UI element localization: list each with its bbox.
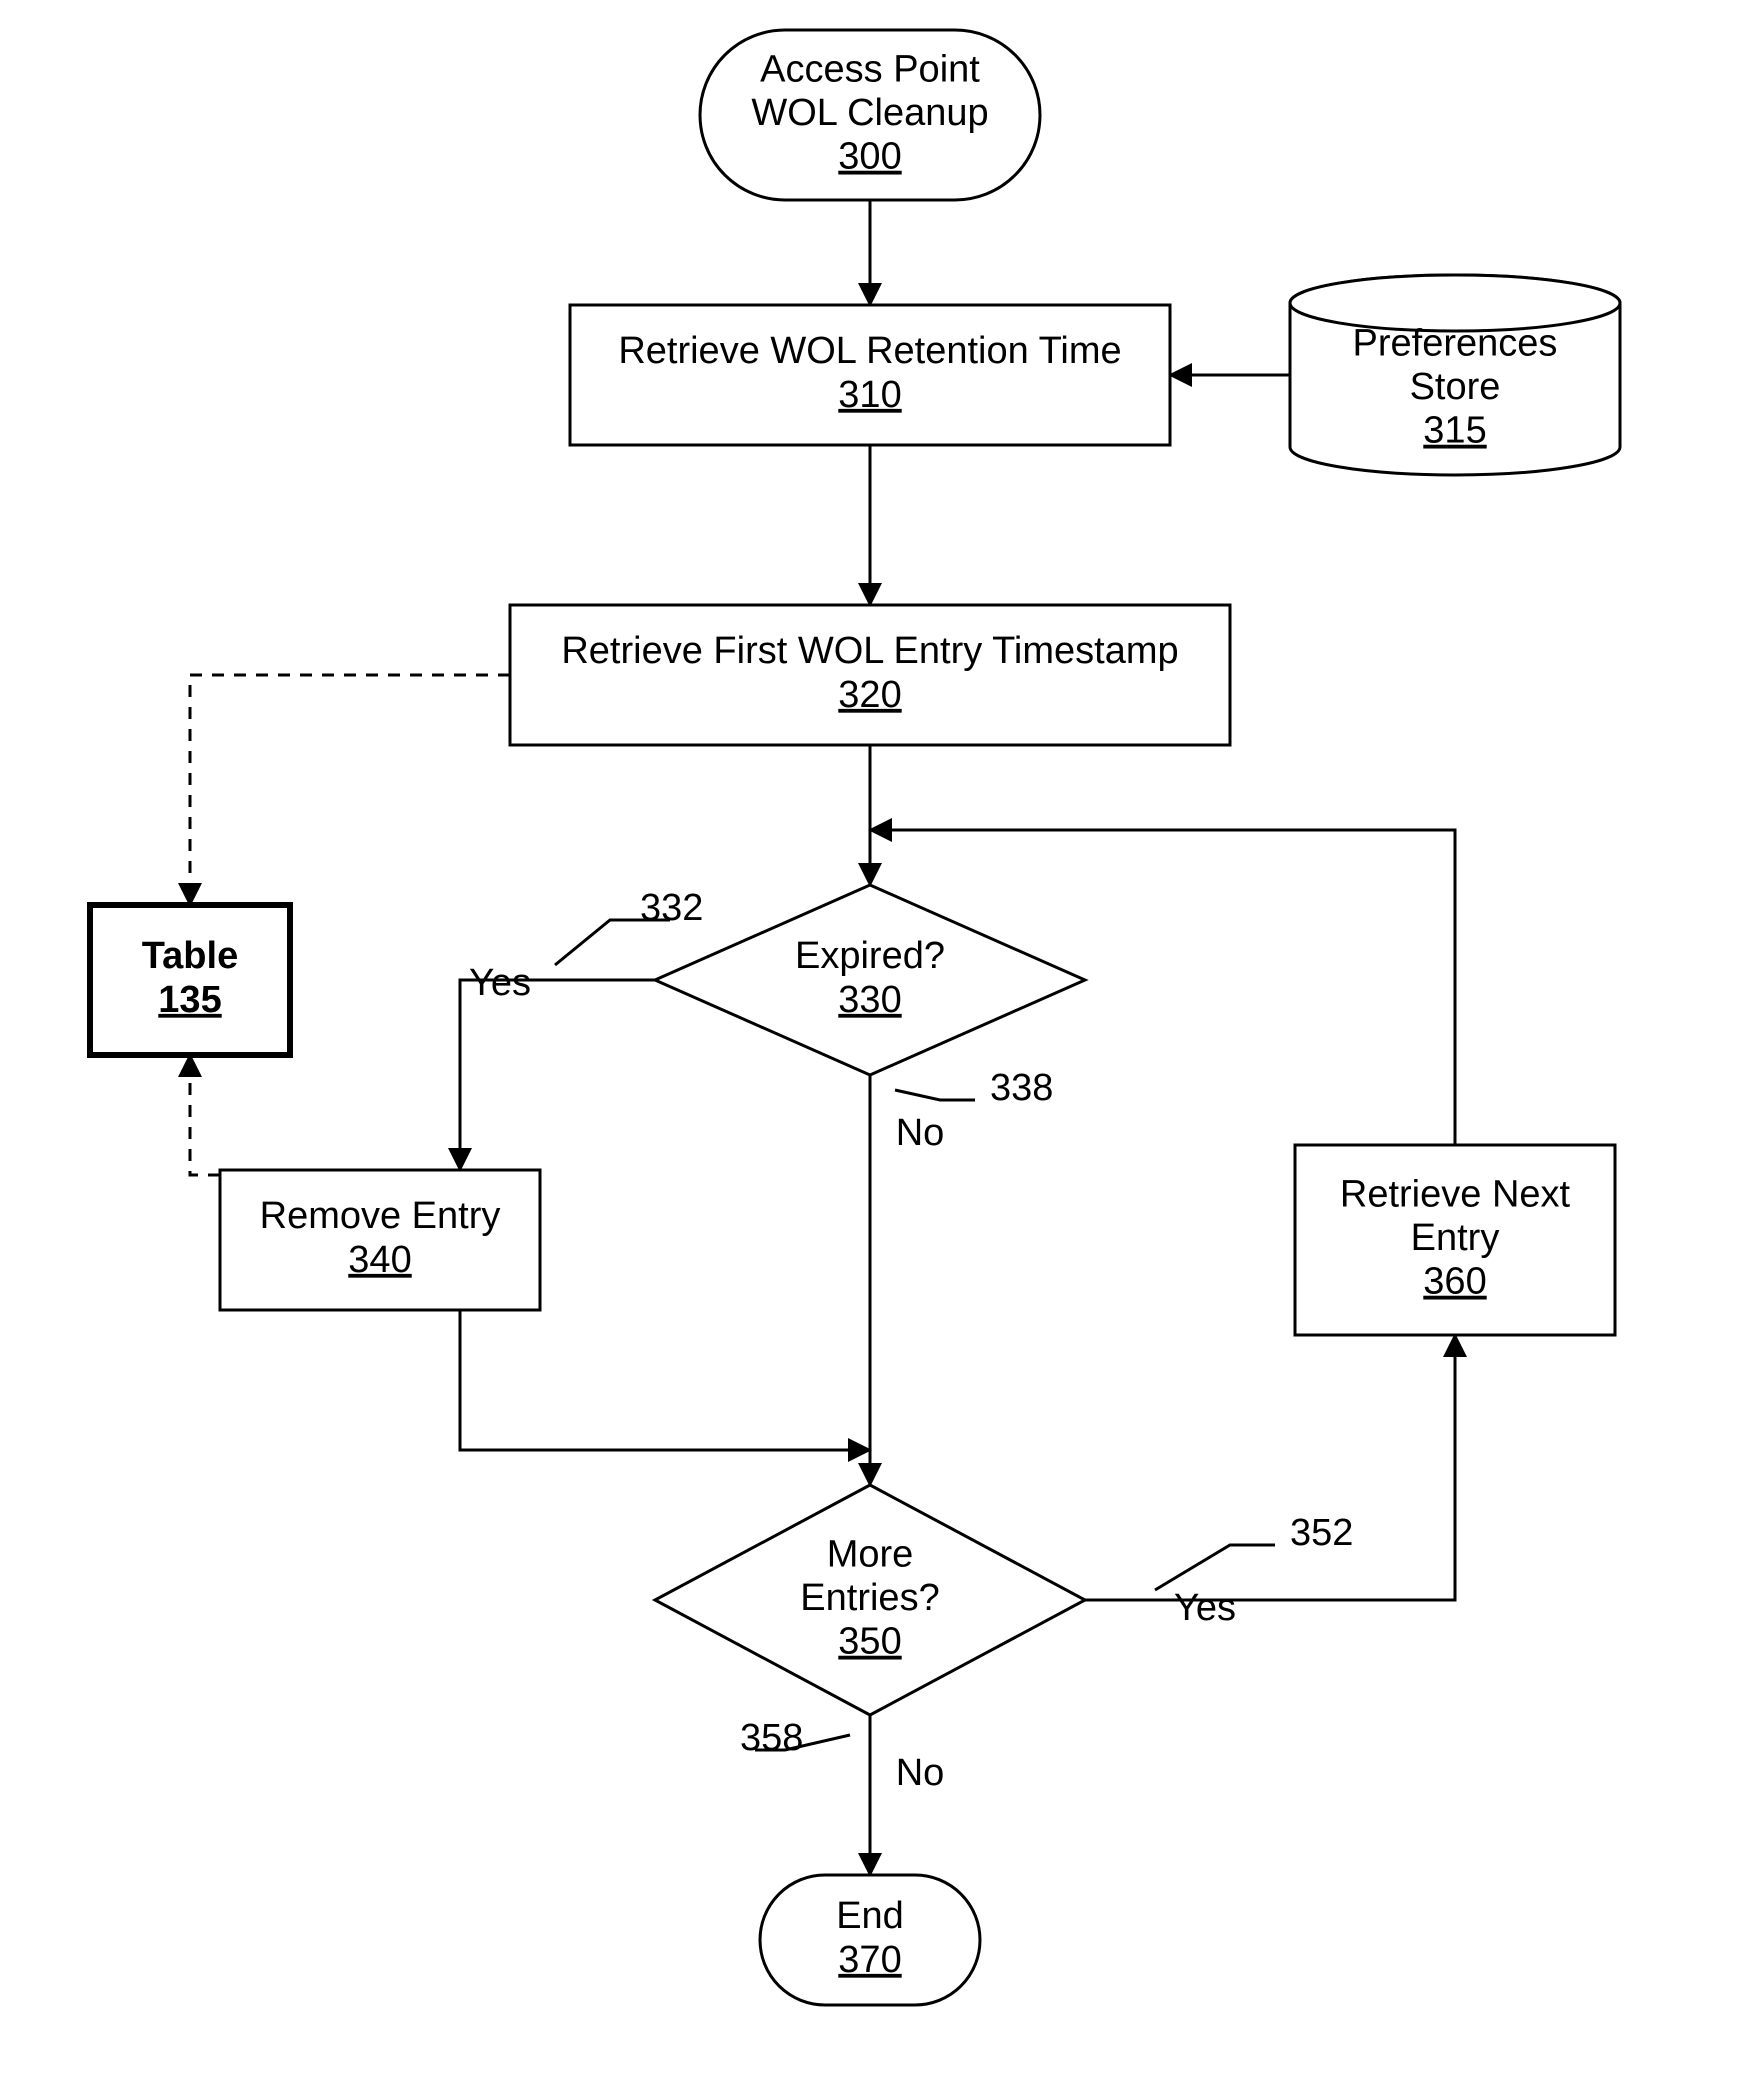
node-label: Entries? — [800, 1577, 939, 1619]
node-label: Entry — [1411, 1217, 1500, 1259]
edge-label: No — [896, 1112, 945, 1154]
node-label: Store — [1410, 366, 1501, 408]
node-label: Access Point — [760, 48, 980, 90]
node-label: Table — [142, 935, 238, 977]
node-ref: 315 — [1423, 410, 1486, 452]
node-ref: 370 — [838, 1939, 901, 1981]
node-ref: 350 — [838, 1621, 901, 1663]
edge-label: Yes — [1174, 1587, 1236, 1629]
node-ref: 320 — [838, 674, 901, 716]
node-label: Preferences — [1353, 322, 1558, 364]
node-label: More — [827, 1533, 914, 1575]
node-label: Retrieve Next — [1340, 1173, 1571, 1215]
edge-ref: 352 — [1290, 1512, 1353, 1554]
edge-ref: 338 — [990, 1067, 1053, 1109]
node-label: Retrieve First WOL Entry Timestamp — [561, 630, 1178, 672]
edge-dashed — [190, 1055, 220, 1175]
node-label: Expired? — [795, 935, 945, 977]
leader-line — [895, 1090, 975, 1100]
edge-ref: 332 — [640, 887, 703, 929]
edge-dashed — [190, 675, 510, 905]
edge — [460, 1310, 870, 1450]
edge-ref: 358 — [740, 1717, 803, 1759]
node-label: WOL Cleanup — [751, 92, 988, 134]
leader-line — [1155, 1545, 1275, 1590]
node-ref: 135 — [158, 979, 221, 1021]
node-label: End — [836, 1895, 904, 1937]
node-ref: 310 — [838, 374, 901, 416]
edge-label: No — [896, 1752, 945, 1794]
edge — [460, 980, 655, 1170]
node-ref: 300 — [838, 136, 901, 178]
edge — [1085, 1335, 1455, 1600]
node-label: Retrieve WOL Retention Time — [618, 330, 1121, 372]
node-ref: 360 — [1423, 1261, 1486, 1303]
node-ref: 340 — [348, 1239, 411, 1281]
node-label: Remove Entry — [260, 1195, 501, 1237]
edge-label: Yes — [469, 962, 531, 1004]
node-ref: 330 — [838, 979, 901, 1021]
